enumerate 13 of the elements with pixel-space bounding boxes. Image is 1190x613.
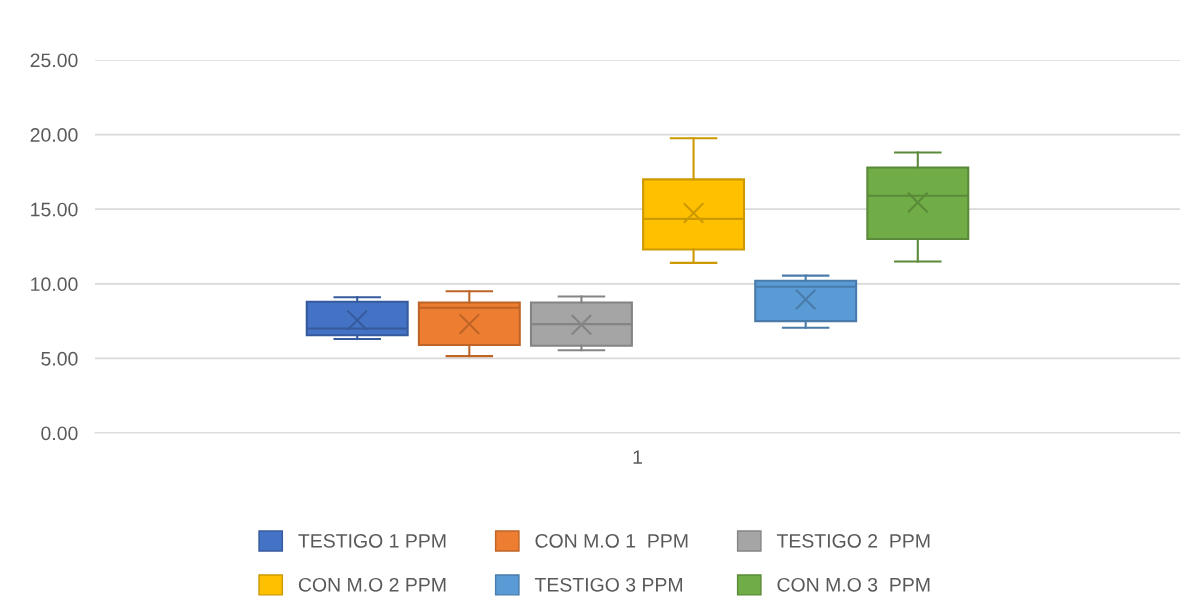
- y-tick-label: 5.00: [41, 351, 78, 366]
- legend-label: CON M.O 3 PPM: [777, 577, 930, 592]
- legend-label: CON M.O 2 PPM: [298, 577, 446, 592]
- legend-label: TESTIGO 2 PPM: [776, 533, 930, 548]
- y-tick-label: 25.00: [30, 53, 78, 68]
- y-tick-label: 15.00: [31, 202, 78, 217]
- y-tick-label: 20.00: [30, 128, 78, 142]
- x-tick-label: 1: [633, 450, 642, 464]
- y-tick-label: 10.00: [31, 277, 78, 292]
- legend-label: TESTIGO 1 PPM: [298, 533, 446, 548]
- y-tick-label: 0.00: [41, 426, 78, 441]
- legend-label: TESTIGO 3 PPM: [534, 577, 682, 592]
- legend-label: CON M.O 1 PPM: [535, 533, 688, 548]
